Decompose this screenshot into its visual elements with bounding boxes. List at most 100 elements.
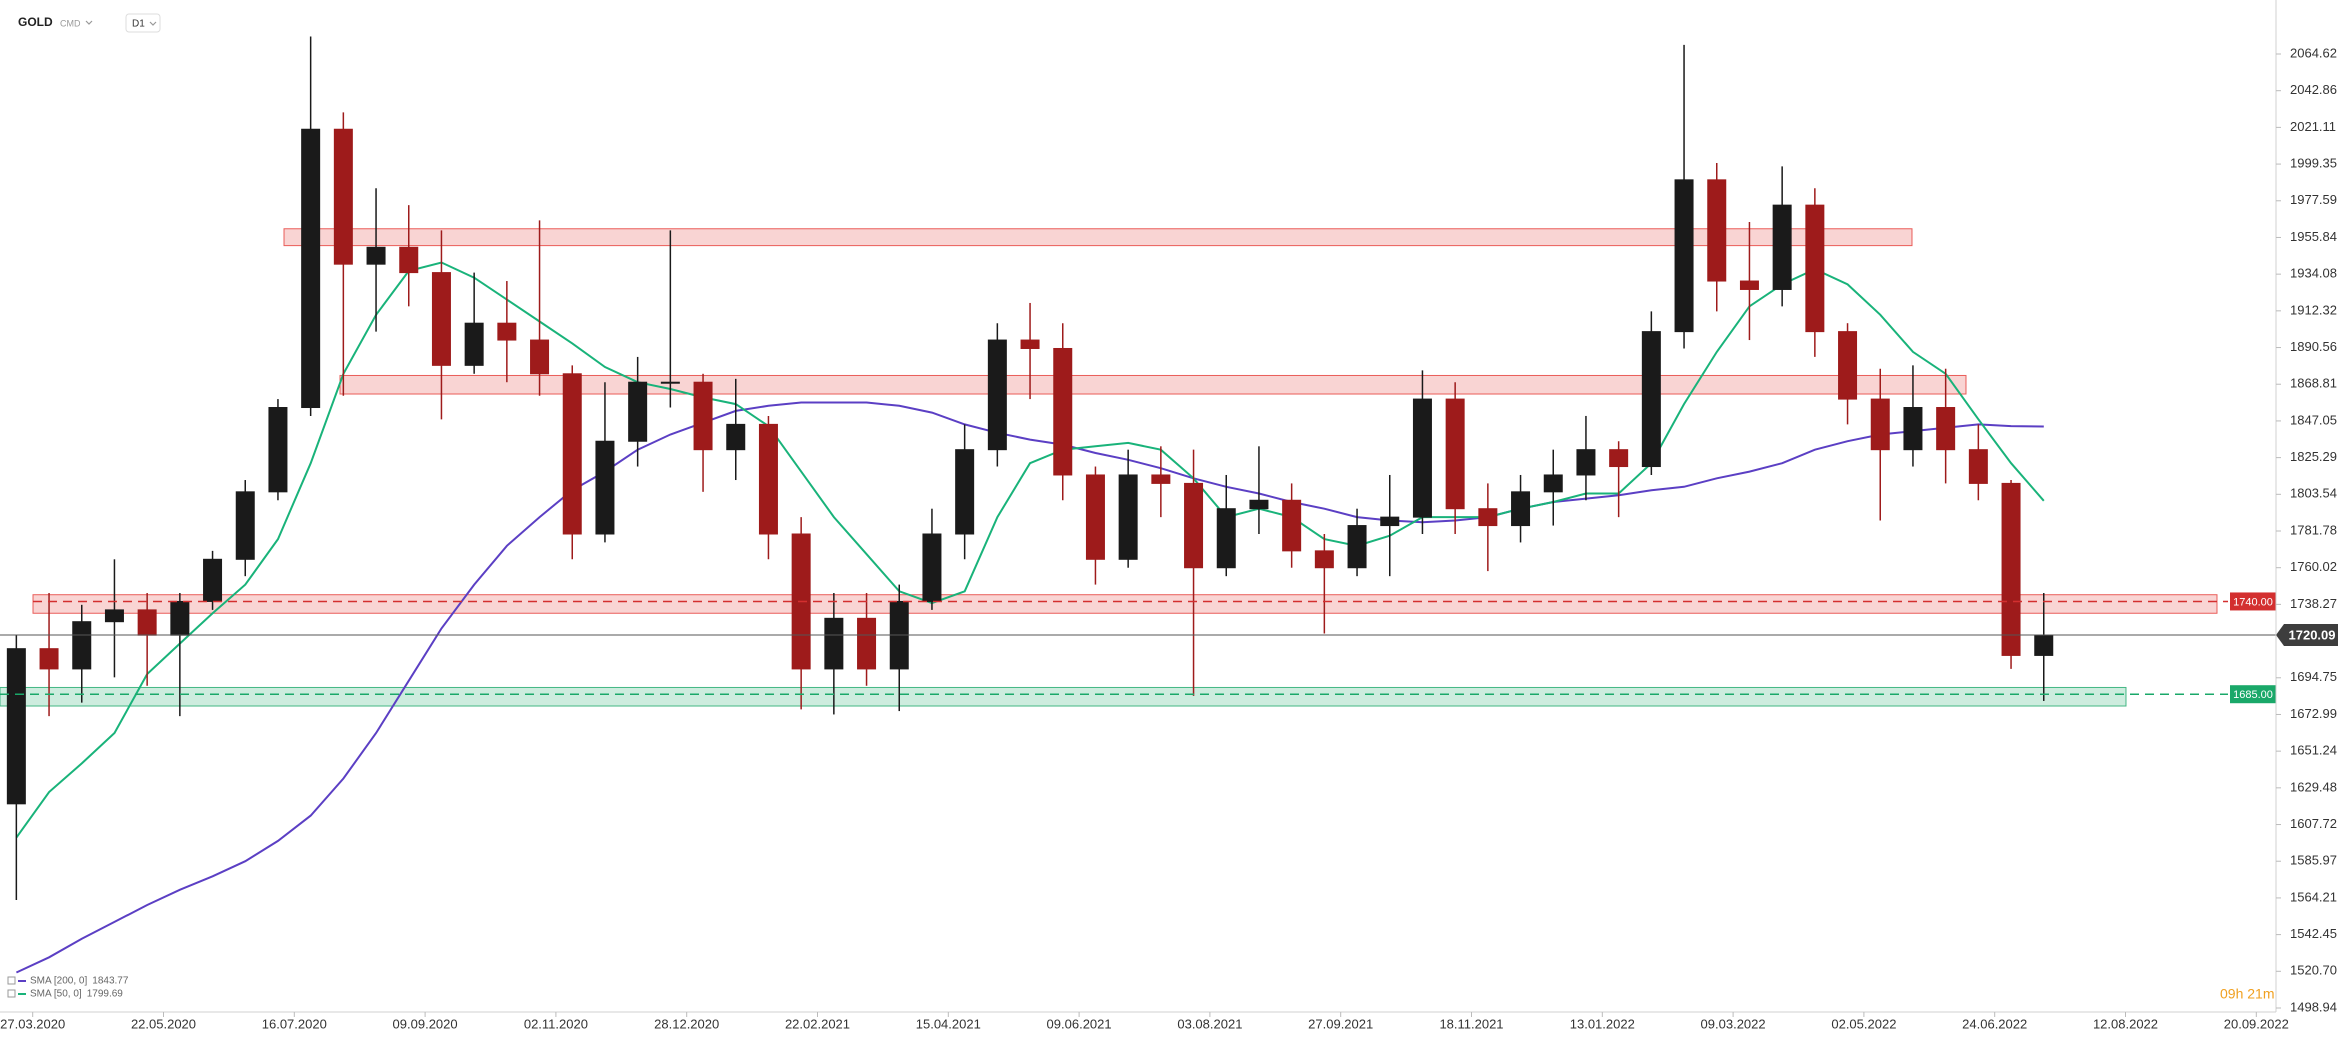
sma-line — [15, 401, 2044, 974]
legend-icon — [7, 976, 16, 985]
x-tick-label: 02.05.2022 — [1831, 1016, 1896, 1031]
candle-body — [758, 423, 778, 535]
symbol-dropdown[interactable] — [85, 20, 93, 25]
candle-body — [1445, 398, 1465, 510]
y-tick-label: 1999.35 — [2290, 156, 2337, 171]
candle-body — [595, 440, 615, 535]
x-tick-label: 22.05.2020 — [131, 1016, 196, 1031]
x-tick-label: 18.11.2021 — [1439, 1016, 1503, 1031]
candle-body — [235, 491, 255, 560]
y-tick-label: 1868.81 — [2290, 376, 2337, 391]
candle-body — [1053, 347, 1073, 476]
candle-body — [2034, 634, 2054, 656]
candle-body — [431, 272, 451, 366]
candle-body — [1543, 474, 1563, 493]
last-price-label-bg — [2276, 624, 2338, 647]
legend-icon — [7, 989, 16, 998]
candle-body — [1118, 474, 1138, 560]
candle-body — [1674, 179, 1694, 333]
legend-name: SMA [50, 0] — [30, 989, 82, 1000]
candle-body — [2001, 482, 2021, 656]
x-tick-label: 16.07.2020 — [262, 1016, 327, 1031]
candle-body — [857, 617, 877, 670]
y-tick-label: 1890.56 — [2290, 339, 2337, 354]
candle-body — [1249, 499, 1269, 510]
candle-body — [1870, 398, 1890, 451]
candle-body — [530, 339, 550, 375]
candle-body — [1772, 204, 1792, 290]
y-tick-label: 1760.02 — [2290, 559, 2337, 574]
zone — [0, 686, 2127, 707]
candle-body — [333, 128, 353, 265]
y-tick-label: 2042.86 — [2290, 82, 2337, 97]
x-tick-label: 27.03.2020 — [0, 1016, 65, 1031]
y-tick-label: 1847.05 — [2290, 412, 2337, 427]
candle-body — [1478, 508, 1498, 527]
candle-body — [1020, 339, 1040, 349]
candle-body — [203, 558, 223, 602]
candle-body — [268, 407, 288, 493]
candle-body — [366, 246, 386, 265]
candle-body — [170, 600, 190, 636]
candle-body — [137, 609, 157, 636]
x-tick-label: 27.09.2021 — [1308, 1016, 1373, 1031]
y-tick-label: 1607.72 — [2290, 816, 2337, 831]
zones — [0, 228, 2218, 707]
candle-body — [301, 128, 321, 409]
candle-body — [6, 648, 26, 805]
candle-body — [1511, 491, 1531, 527]
interval-box[interactable] — [125, 13, 161, 33]
candle-body — [1903, 407, 1923, 451]
x-tick-label: 09.06.2021 — [1047, 1016, 1112, 1031]
y-tick-label: 1651.24 — [2290, 743, 2337, 758]
indicator-lines — [15, 261, 2045, 974]
candle-body — [1412, 398, 1432, 518]
y-tick-label: 1977.59 — [2290, 192, 2337, 207]
candle-body — [1151, 474, 1171, 484]
legend-value: 1799.69 — [87, 989, 124, 1000]
last-price-label: 1720.09 — [2289, 627, 2336, 642]
interval[interactable]: D1 — [132, 19, 145, 30]
candle-body — [1838, 331, 1858, 400]
candle-body — [987, 339, 1007, 451]
candles — [6, 36, 2054, 900]
candle-body — [1576, 449, 1596, 476]
candle-body — [1739, 280, 1759, 290]
header: GOLD CMD D1 — [18, 13, 161, 33]
x-tick-label: 28.12.2020 — [654, 1016, 719, 1031]
candle-body — [1936, 407, 1956, 451]
zone — [339, 374, 1967, 395]
y-tick-label: 2021.11 — [2290, 119, 2336, 134]
market: CMD — [60, 18, 81, 28]
x-tick-label: 24.06.2022 — [1962, 1016, 2027, 1031]
candle-body — [1085, 474, 1105, 560]
y-tick-label: 1803.54 — [2290, 486, 2337, 501]
x-tick-label: 09.03.2022 — [1701, 1016, 1766, 1031]
y-tick-label: 1672.99 — [2290, 706, 2337, 721]
candle-body — [824, 617, 844, 670]
y-tick-label: 1825.29 — [2290, 449, 2337, 464]
symbol[interactable]: GOLD — [18, 15, 53, 29]
y-tick-label: 2064.62 — [2290, 45, 2337, 60]
x-tick-label: 22.02.2021 — [785, 1016, 850, 1031]
indicator-overlay: 1740.00 1685.00 1720.09 — [0, 592, 2338, 704]
candle-body — [1707, 179, 1727, 282]
candle-body — [464, 322, 484, 366]
candle-body — [726, 423, 746, 451]
candle-body — [660, 381, 680, 384]
legend-value: 1843.77 — [92, 976, 129, 987]
countdown: 09h 21m — [2220, 986, 2274, 1002]
y-tick-label: 1542.45 — [2290, 926, 2337, 941]
legend: SMA [200, 0] 1843.77 SMA [50, 0] 1799.69 — [7, 976, 129, 1000]
candle-body — [72, 621, 92, 670]
candle-body — [562, 373, 582, 535]
candle-body — [628, 381, 648, 442]
level-label: 1685.00 — [2233, 689, 2273, 701]
interval-dropdown[interactable] — [149, 21, 157, 26]
candle-body — [1184, 482, 1204, 569]
candle-body — [497, 322, 517, 341]
candle-body — [1314, 550, 1334, 569]
y-tick-label: 1498.94 — [2290, 999, 2337, 1014]
